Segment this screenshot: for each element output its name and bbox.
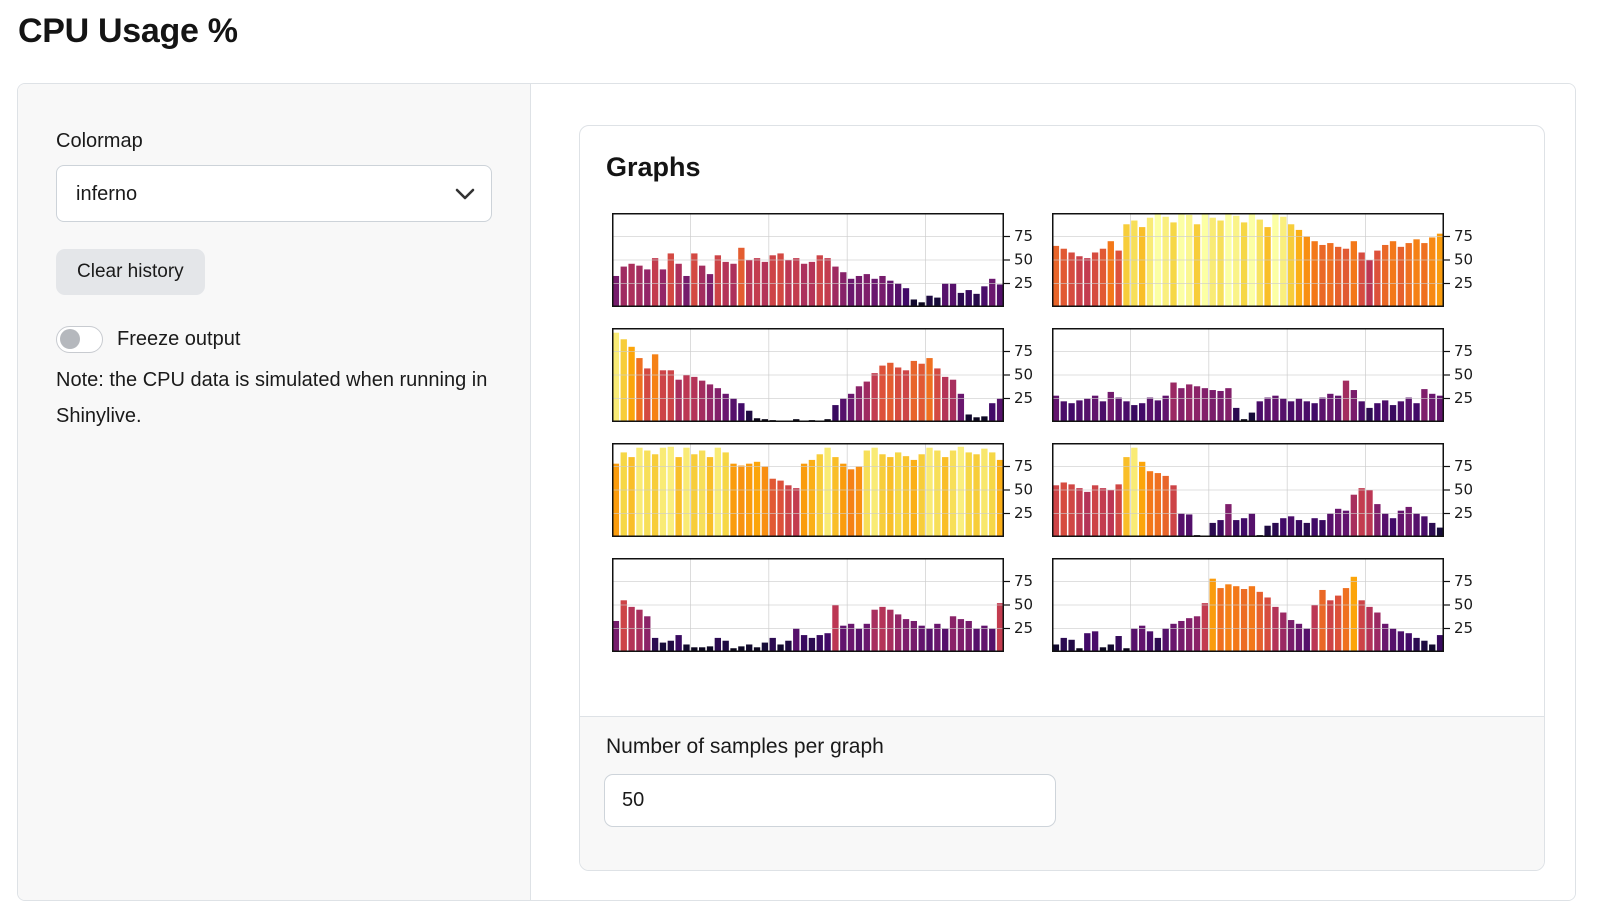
cpu-usage-graph-graph-7 bbox=[612, 558, 1050, 652]
graphs-card: Graphs Number of samples per graph bbox=[579, 125, 1545, 871]
toggle-knob-icon bbox=[60, 329, 80, 349]
cpu-usage-graph-graph-3 bbox=[612, 328, 1050, 422]
graphs-title: Graphs bbox=[606, 152, 701, 182]
cpu-usage-graph-graph-8 bbox=[1052, 558, 1490, 652]
graphs-card-footer: Number of samples per graph bbox=[580, 716, 1544, 870]
cpu-usage-graph-graph-4 bbox=[1052, 328, 1490, 422]
freeze-output-toggle[interactable] bbox=[56, 326, 103, 353]
cpu-usage-graph-graph-5 bbox=[612, 443, 1050, 537]
colormap-select[interactable]: inferno bbox=[56, 165, 492, 222]
graphs-card-body: Graphs bbox=[580, 126, 1544, 716]
clear-history-button[interactable]: Clear history bbox=[56, 249, 205, 295]
freeze-output-label: Freeze output bbox=[117, 328, 241, 350]
main-panel: Graphs Number of samples per graph bbox=[531, 84, 1575, 900]
cpu-usage-graph-graph-1 bbox=[612, 213, 1050, 307]
colormap-label: Colormap bbox=[56, 130, 143, 152]
sidebar: Colormap inferno Clear history Freeze ou… bbox=[18, 84, 531, 900]
samples-input[interactable] bbox=[604, 774, 1056, 827]
page-title: CPU Usage % bbox=[18, 12, 238, 50]
freeze-output-row: Freeze output bbox=[56, 326, 492, 353]
colormap-select-wrap: inferno bbox=[56, 165, 492, 222]
app-container: Colormap inferno Clear history Freeze ou… bbox=[17, 83, 1576, 901]
note-text: Note: the CPU data is simulated when run… bbox=[56, 369, 488, 427]
charts-grid bbox=[612, 213, 1520, 652]
samples-label: Number of samples per graph bbox=[606, 735, 884, 758]
cpu-usage-graph-graph-2 bbox=[1052, 213, 1490, 307]
cpu-usage-graph-graph-6 bbox=[1052, 443, 1490, 537]
